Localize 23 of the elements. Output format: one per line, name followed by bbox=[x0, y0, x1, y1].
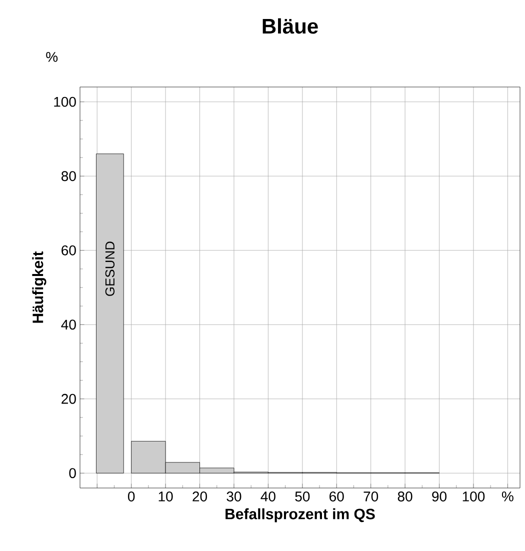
y-tick-label: 60 bbox=[62, 245, 76, 256]
y-tick-label: 100 bbox=[54, 96, 76, 107]
y-tick-label: 0 bbox=[69, 468, 76, 478]
x-tick-label: 60 bbox=[330, 492, 344, 502]
x-tick-label: 80 bbox=[398, 492, 412, 502]
x-tick-label: 0 bbox=[128, 492, 135, 502]
y-tick-label: 20 bbox=[62, 394, 76, 404]
x-tick-label: 100 bbox=[462, 492, 485, 502]
x-tick-label: % bbox=[502, 492, 514, 502]
text: % bbox=[46, 52, 58, 62]
x-tick-label: 50 bbox=[295, 492, 310, 502]
x-axis-title: Befallsprozent im QS bbox=[226, 508, 375, 522]
x-tick-label: 90 bbox=[432, 492, 446, 502]
x-tick-label: 30 bbox=[226, 492, 242, 502]
x-tick-label: 40 bbox=[260, 492, 276, 502]
y-axis-title: Häufigkeit bbox=[32, 251, 46, 323]
x-tick-label: 10 bbox=[158, 492, 173, 502]
y-tick-label: 40 bbox=[61, 320, 76, 330]
x-tick-label: 20 bbox=[192, 492, 207, 502]
x-tick-label: 70 bbox=[364, 492, 378, 502]
y-tick-label: 80 bbox=[62, 171, 76, 182]
series-label: GESUND bbox=[105, 242, 115, 296]
chart-title: Bläue bbox=[262, 18, 318, 34]
